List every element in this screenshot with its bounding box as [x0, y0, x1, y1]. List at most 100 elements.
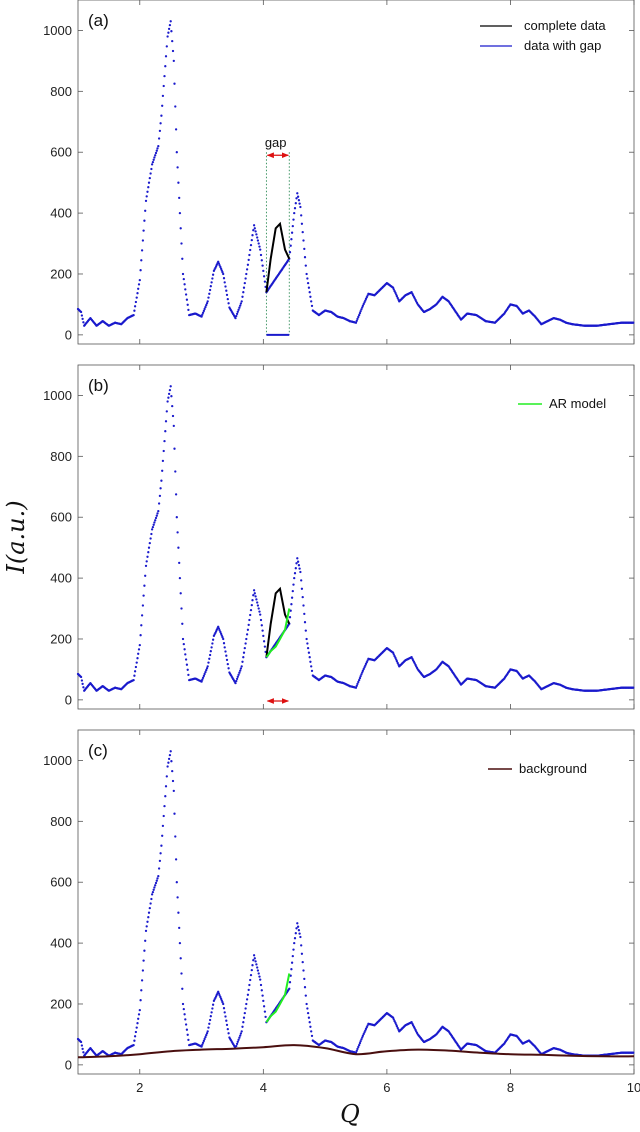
data-point	[360, 308, 363, 311]
data-point	[360, 673, 363, 676]
data-point	[166, 35, 169, 38]
data-point	[207, 1026, 210, 1029]
data-point	[261, 264, 264, 267]
data-point	[251, 234, 254, 237]
data-point	[146, 555, 149, 558]
data-point	[140, 979, 144, 982]
data-point	[132, 313, 135, 317]
data-point	[201, 1043, 204, 1046]
panel-b-xticks	[139, 365, 635, 709]
panel-b-frame	[77, 364, 635, 710]
data-point	[200, 1045, 203, 1048]
data-point	[289, 974, 292, 977]
data-point	[293, 937, 297, 940]
data-point	[247, 258, 250, 262]
data-point	[242, 286, 246, 289]
data-point	[185, 298, 189, 301]
data-point	[303, 986, 307, 989]
data-point	[133, 1039, 136, 1042]
data-point	[184, 653, 187, 656]
panel-c: (c) 0 200 400 600 800 1000 background	[43, 729, 635, 1075]
y-tick-label: 400	[50, 936, 72, 951]
y-tick-label: 1000	[43, 753, 72, 768]
data-point	[178, 576, 182, 580]
data-point	[171, 404, 174, 408]
data-with-gap-series-b	[76, 385, 635, 692]
data-point	[157, 509, 160, 513]
data-point	[259, 613, 262, 616]
gap-annotation: gap	[265, 135, 287, 150]
panel-b-label: (b)	[88, 376, 109, 395]
data-point	[146, 920, 149, 923]
data-point	[252, 589, 256, 592]
data-point	[245, 1002, 248, 1006]
gap-bounds	[265, 152, 290, 335]
data-point	[305, 637, 308, 641]
panel-b-yticks: 0 200 400 600 800 1000	[43, 388, 634, 707]
data-point	[301, 960, 304, 964]
data-point	[135, 661, 138, 664]
complete-data-series-b	[265, 586, 291, 658]
data-point	[80, 314, 84, 317]
data-point	[79, 310, 83, 314]
data-point	[355, 319, 358, 322]
data-point	[240, 665, 243, 668]
data-point	[256, 966, 259, 969]
data-point	[261, 994, 264, 997]
data-point	[171, 49, 175, 53]
data-point	[258, 245, 261, 248]
data-point	[144, 564, 148, 568]
data-point	[261, 629, 264, 632]
data-point	[300, 222, 304, 225]
data-point	[160, 479, 163, 482]
data-point	[141, 604, 145, 607]
data-point	[235, 314, 238, 318]
data-point	[256, 969, 260, 972]
data-point	[262, 640, 266, 643]
data-point	[253, 227, 256, 230]
data-point	[242, 1016, 246, 1019]
data-point	[145, 925, 148, 928]
data-point	[80, 679, 84, 682]
data-point	[252, 954, 256, 957]
data-point	[238, 1036, 241, 1039]
data-point	[165, 45, 168, 48]
data-point	[175, 151, 178, 154]
data-point	[289, 609, 292, 612]
panel-c-frame	[77, 729, 635, 1075]
data-point	[138, 643, 141, 647]
data-point	[177, 181, 180, 184]
data-point	[148, 541, 151, 545]
data-point	[299, 205, 302, 209]
data-point	[144, 929, 148, 933]
panel-a: (a) 0 200 400 600 800 1000 gap complete data …	[43, 0, 635, 345]
data-point	[154, 884, 157, 887]
data-point	[293, 572, 297, 575]
y-tick-label: 0	[65, 1057, 72, 1072]
panel-a-yticks: 0 200 400 600 800 1000	[43, 23, 634, 342]
data-point	[256, 604, 260, 607]
data-point	[264, 1015, 267, 1019]
data-point	[240, 300, 243, 303]
data-point	[210, 646, 213, 649]
data-point	[296, 560, 300, 563]
data-point	[201, 676, 205, 679]
data-point	[260, 259, 263, 262]
data-point	[632, 686, 635, 689]
data-point	[249, 608, 253, 612]
data-point	[292, 948, 295, 951]
data-point	[306, 277, 309, 280]
x-tick-labels: 2 4 6 8 10	[136, 1080, 640, 1095]
data-point	[263, 645, 267, 648]
data-point	[294, 932, 297, 935]
data-point	[144, 199, 148, 203]
data-point	[174, 858, 178, 861]
legend-background: background	[519, 761, 587, 776]
data-point	[241, 295, 244, 298]
data-point	[211, 1007, 214, 1010]
data-point	[359, 310, 362, 313]
data-point	[209, 1015, 212, 1018]
data-point	[243, 281, 246, 285]
data-point	[176, 531, 179, 534]
data-point	[140, 259, 143, 262]
